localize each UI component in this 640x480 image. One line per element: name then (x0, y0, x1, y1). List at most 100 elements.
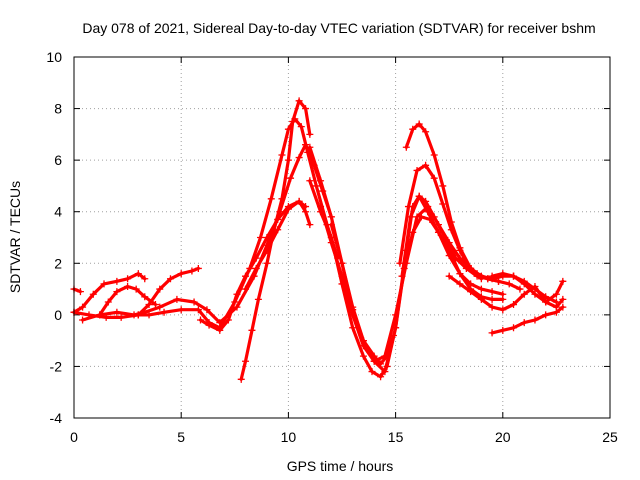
data-point (96, 311, 104, 319)
data-point (252, 254, 260, 262)
data-point (254, 295, 262, 303)
data-point (79, 316, 87, 324)
data-point (531, 285, 539, 293)
data-point (173, 295, 181, 303)
data-point (302, 105, 310, 113)
y-tick-label: 0 (54, 307, 62, 323)
data-point (505, 280, 513, 288)
data-point (295, 97, 303, 105)
data-point (456, 246, 464, 254)
data-point (464, 262, 472, 270)
data-point (295, 154, 303, 162)
data-point (510, 272, 518, 280)
data-point (430, 151, 438, 159)
data-point (151, 301, 159, 309)
data-point (409, 125, 417, 133)
data-point (520, 277, 528, 285)
data-point (359, 352, 367, 360)
data-point (104, 298, 112, 306)
y-tick-label: -4 (50, 410, 63, 426)
data-point (134, 311, 142, 319)
data-point (124, 275, 132, 283)
satellite-track-5 (134, 264, 202, 319)
data-point (177, 306, 185, 314)
data-point (284, 205, 292, 213)
plot-frame (73, 56, 611, 419)
data-point (415, 192, 423, 200)
data-point (312, 182, 320, 190)
data-point (156, 285, 164, 293)
satellite-track-16 (398, 192, 507, 298)
data-point (552, 308, 560, 316)
data-point (531, 316, 539, 324)
data-point (456, 254, 464, 262)
data-point (398, 272, 406, 280)
data-point (396, 259, 404, 267)
satellite-track-3-trace (72, 272, 147, 314)
data-point (113, 277, 121, 285)
data-point (488, 329, 496, 337)
satellite-track-15 (396, 161, 503, 285)
data-point (302, 203, 310, 211)
data-point (477, 295, 485, 303)
data-point (141, 293, 149, 301)
data-point (252, 264, 260, 272)
data-point (297, 123, 305, 131)
data-point (499, 270, 507, 278)
data-point (434, 228, 442, 236)
data-point (510, 301, 518, 309)
data-point (542, 311, 550, 319)
data-point (499, 326, 507, 334)
data-point (404, 203, 412, 211)
y-tick-label: 6 (54, 152, 62, 168)
x-tick-label: 15 (388, 429, 404, 445)
data-point (141, 275, 149, 283)
data-point (477, 285, 485, 293)
x-tick-label: 5 (177, 429, 185, 445)
data-point (289, 117, 297, 125)
data-point (520, 290, 528, 298)
axis-ticks (73, 56, 611, 419)
data-point (456, 270, 464, 278)
data-point (327, 221, 335, 229)
data-point (134, 270, 142, 278)
satellite-track-18 (488, 303, 567, 337)
data-point (359, 337, 367, 345)
data-point (559, 303, 567, 311)
y-tick-label: -2 (50, 358, 63, 374)
data-point (383, 362, 391, 370)
data-point (124, 282, 132, 290)
data-point (278, 195, 286, 203)
data-point (306, 130, 314, 138)
satellite-track-12-trace (319, 205, 516, 363)
satellite-track-13-trace (329, 223, 396, 366)
satellite-track-4 (96, 282, 159, 319)
data-point (415, 120, 423, 128)
data-point (194, 306, 202, 314)
data-point (542, 293, 550, 301)
data-point (263, 259, 271, 267)
data-point (552, 298, 560, 306)
chart-title: Day 078 of 2021, Sidereal Day-to-day VTE… (82, 20, 595, 36)
data-point (467, 280, 475, 288)
x-tick-label: 20 (495, 429, 511, 445)
tick-labels: 0 5 10 15 20 25 -4 -2 0 2 4 6 8 10 (46, 49, 618, 445)
data-point (89, 290, 97, 298)
data-point (302, 141, 310, 149)
data-point (188, 267, 196, 275)
data-point (327, 213, 335, 221)
data-point (145, 301, 153, 309)
data-point (248, 326, 256, 334)
data-point (484, 275, 492, 283)
x-axis-label: GPS time / hours (287, 458, 394, 474)
satellite-track-20 (488, 270, 560, 306)
data-point (383, 352, 391, 360)
data-point (422, 128, 430, 136)
data-point (445, 252, 453, 260)
data-point (216, 326, 224, 334)
y-tick-label: 8 (54, 101, 62, 117)
data-point (439, 182, 447, 190)
data-point (160, 308, 168, 316)
data-point (510, 324, 518, 332)
data-point (488, 295, 496, 303)
